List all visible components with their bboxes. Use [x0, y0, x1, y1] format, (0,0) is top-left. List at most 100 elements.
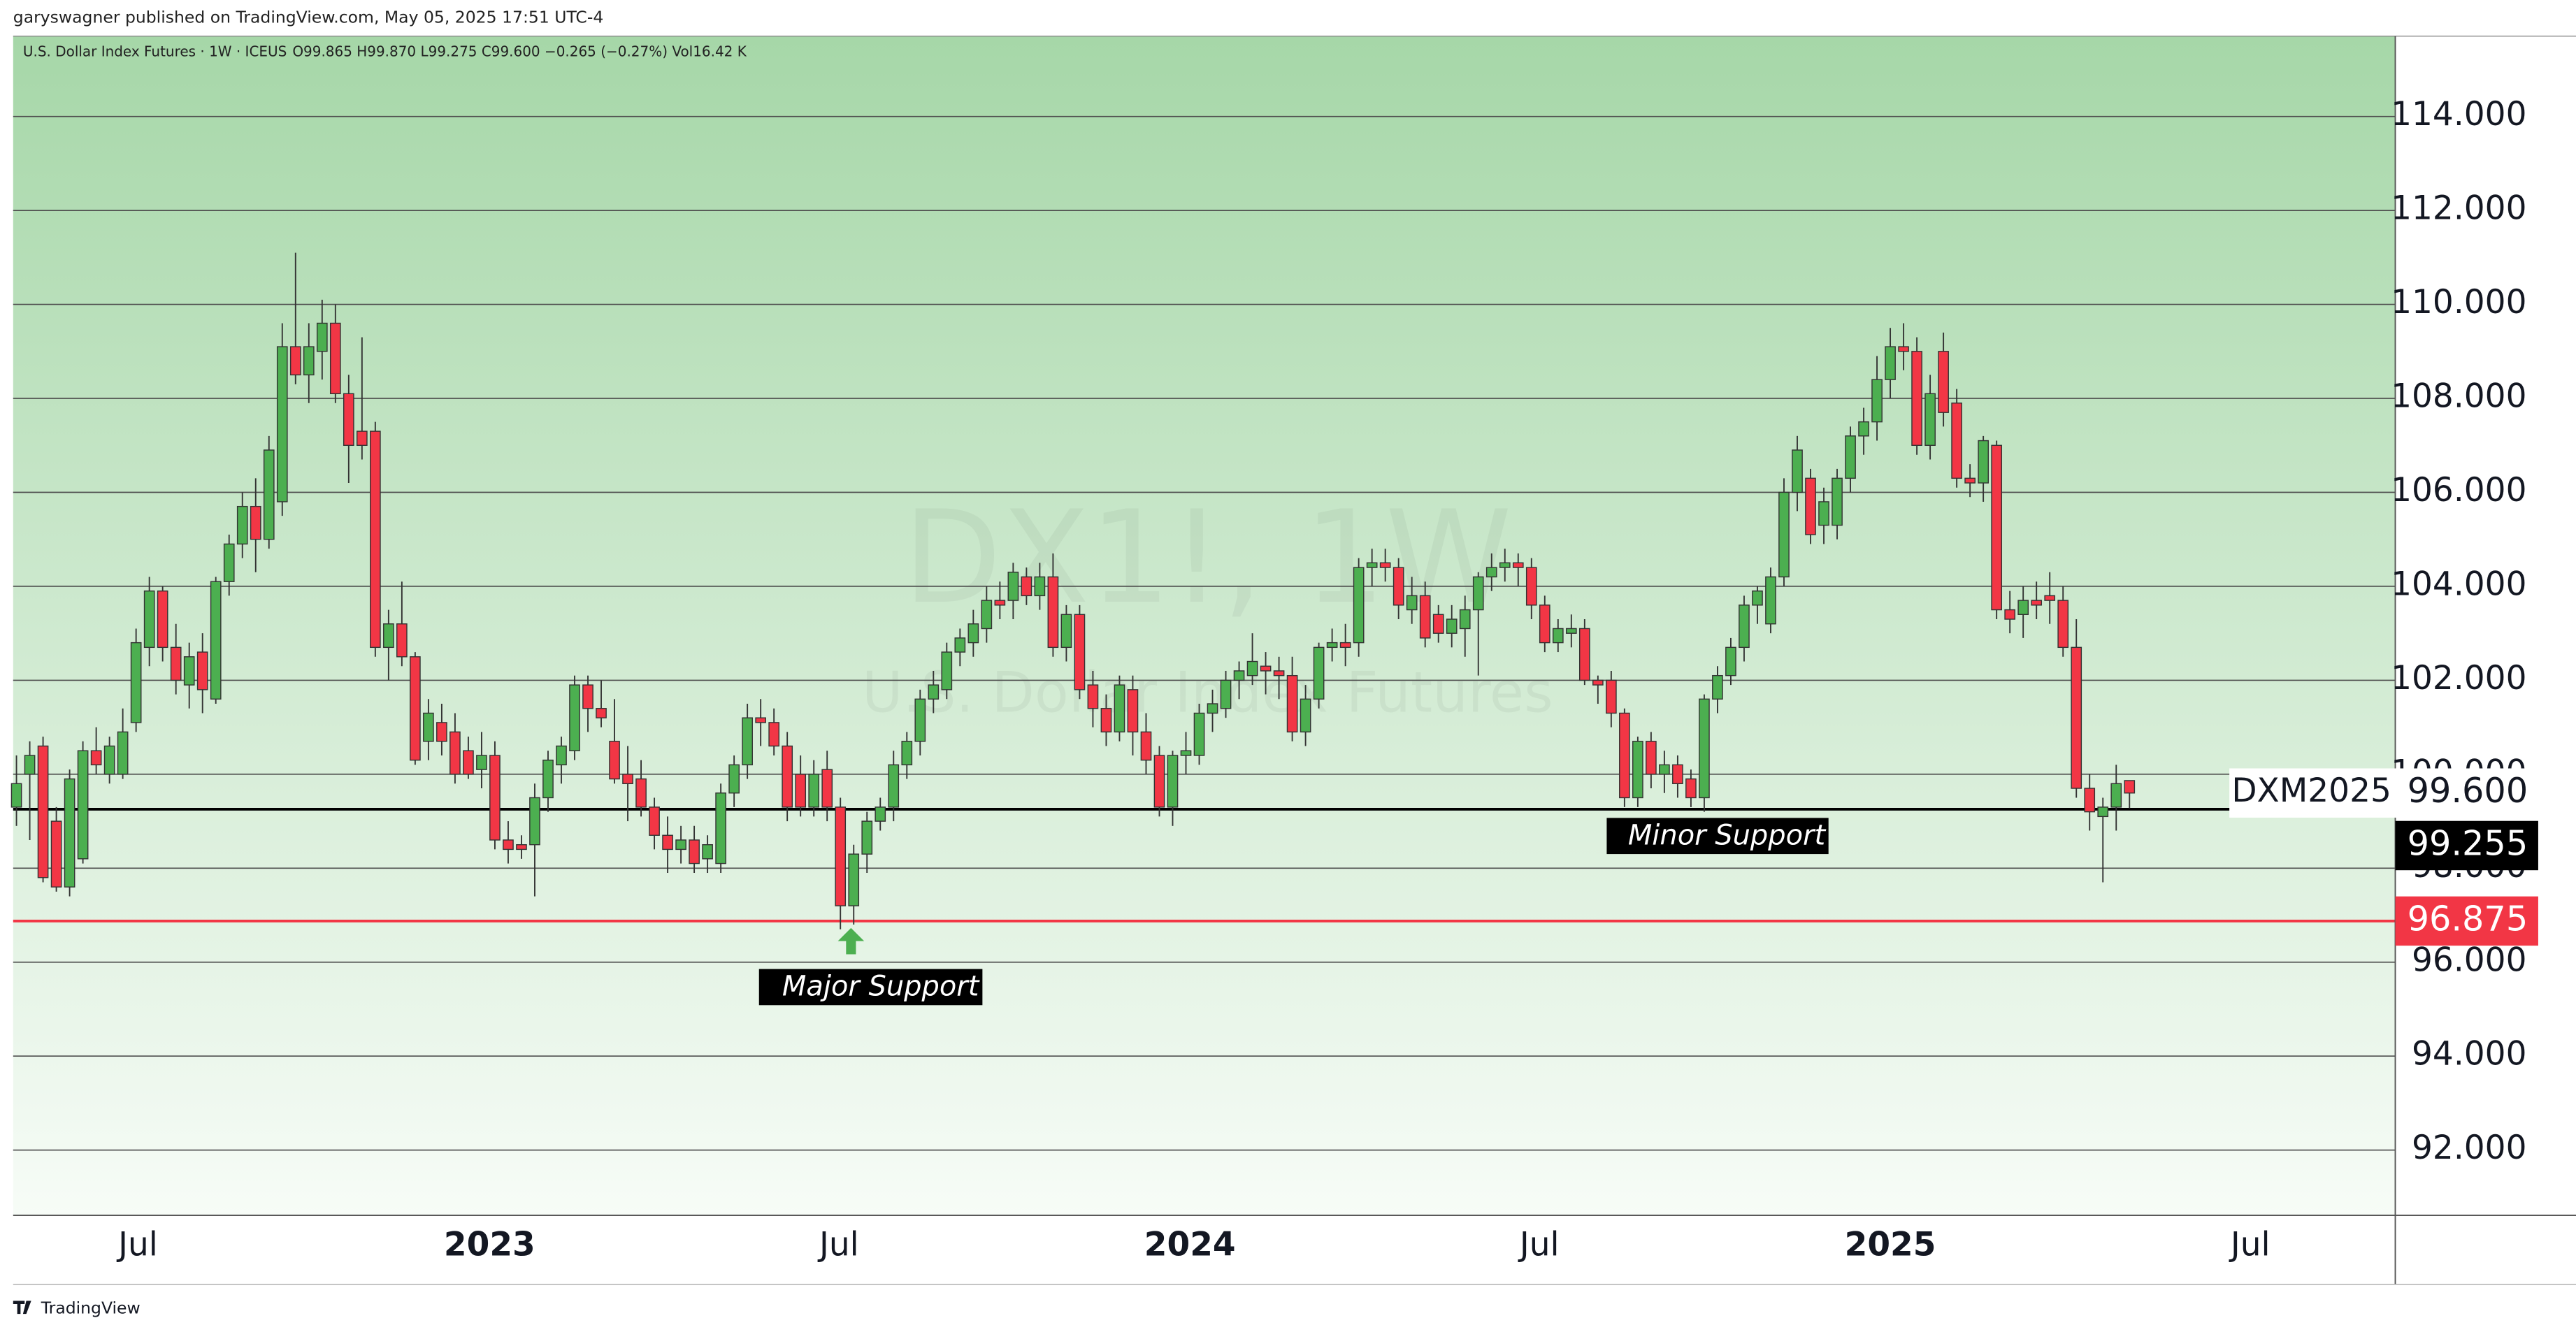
annotation: Major Support [782, 971, 980, 1003]
candle-body [622, 774, 633, 785]
candle-body [1393, 567, 1404, 606]
candle-body [1578, 628, 1590, 681]
candle-body [357, 430, 368, 446]
y-tick-label: 112.000 [2391, 189, 2526, 228]
candle-body [50, 820, 62, 888]
candle-body [529, 797, 540, 846]
candle-body [609, 741, 620, 780]
candle-body [37, 745, 49, 878]
candle-body [303, 346, 315, 376]
candle-body [1499, 562, 1511, 568]
candle-body [1858, 421, 1869, 437]
candle-body [223, 543, 235, 582]
candle-body [981, 600, 993, 630]
candle-body [1818, 501, 1829, 526]
candle-body [503, 839, 514, 850]
y-tick-label: 104.000 [2391, 565, 2526, 603]
candle-body [343, 393, 354, 446]
candle-body [967, 623, 979, 644]
candle-body [1565, 628, 1577, 634]
candle-body [489, 755, 501, 841]
candle-body [1207, 703, 1218, 714]
symbol-marker-box [2229, 768, 2538, 818]
y-tick-label: 102.000 [2391, 659, 2526, 697]
candle-body [1273, 670, 1285, 676]
candle-body [1592, 679, 1604, 686]
brand-logo [13, 1301, 31, 1315]
candle-body [1419, 595, 1431, 639]
candle-body [954, 637, 966, 653]
candle-body [64, 778, 75, 888]
publisher: garyswagner published on TradingView.com… [13, 7, 603, 27]
candle-body [1180, 750, 1192, 756]
annotation-box [1606, 818, 1829, 855]
candle-body [1074, 614, 1086, 690]
candle-body [90, 750, 102, 766]
candle-body [117, 731, 129, 775]
candle-body [1087, 684, 1099, 709]
candle-body [516, 844, 527, 850]
candle-body [1140, 731, 1152, 761]
candle-body [808, 774, 820, 808]
candle-body [1246, 660, 1258, 676]
candle-body [1406, 595, 1418, 611]
x-tick-label: 2025 [1845, 1225, 1936, 1264]
candle-body [1007, 572, 1019, 601]
candle-body [1778, 491, 1790, 578]
candle-body [728, 764, 740, 794]
candle-body [782, 745, 793, 808]
candle-body [795, 774, 807, 808]
level-label: 96.875 [2408, 898, 2528, 939]
candle-body [2017, 600, 2029, 615]
candle-body [994, 600, 1006, 606]
candle-body [250, 505, 261, 540]
grid [13, 115, 2396, 1151]
y-tick-label: 114.000 [2391, 95, 2526, 133]
candle-body [755, 717, 766, 723]
candle-body [914, 698, 926, 742]
candle-body [1685, 778, 1697, 799]
candle-body [556, 745, 567, 766]
candle-body [410, 656, 421, 761]
annotation-box [758, 969, 983, 1006]
candle-body [1725, 646, 1736, 676]
candle-body [1114, 684, 1125, 733]
levels [13, 808, 2396, 922]
candle-body [1100, 708, 1112, 733]
candle-body [476, 755, 487, 770]
candle-body [436, 722, 447, 742]
candle-body [569, 684, 580, 751]
candle-body [1127, 689, 1139, 733]
candle-body [1313, 646, 1325, 700]
candle-body [370, 430, 381, 649]
candle-body [1911, 351, 1922, 446]
candle-body [1646, 741, 1657, 775]
candle-body [329, 322, 341, 395]
candle-body [1193, 712, 1205, 756]
candle-body [1446, 618, 1458, 634]
candle-body [941, 651, 953, 690]
candle-body [263, 449, 275, 540]
candle-body [1805, 477, 1816, 535]
candle-body [1845, 435, 1856, 479]
support-arrow [837, 927, 865, 955]
candle-body [596, 708, 607, 718]
candle-body [170, 646, 182, 681]
candle-body [1353, 567, 1365, 644]
candle-body [1699, 698, 1710, 799]
candle-body [542, 759, 554, 799]
candle-body [1260, 665, 1272, 672]
candle-body [1326, 642, 1338, 649]
candle-body [1339, 642, 1351, 649]
candle-body [1898, 346, 1909, 352]
candle-body [1938, 351, 1949, 413]
candle-body [848, 853, 860, 906]
candle-body [210, 581, 222, 700]
candle-body [1432, 614, 1444, 634]
candle-body [2031, 600, 2043, 606]
candle-body [2124, 780, 2136, 794]
candle-body [821, 769, 833, 808]
candle-body [1739, 605, 1750, 649]
candle-body [2057, 600, 2069, 649]
